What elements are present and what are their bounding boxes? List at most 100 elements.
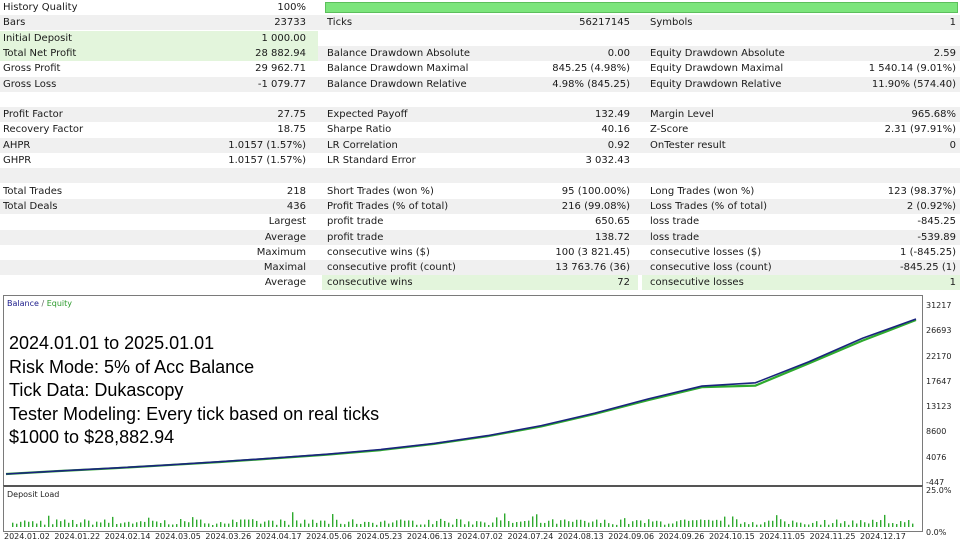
x-tick-label: 2024.05.23 [356, 532, 403, 541]
stat-value: 1 [949, 17, 956, 29]
deposit-load-bar [472, 524, 474, 527]
deposit-load-bar [824, 519, 826, 527]
deposit-load-bar [548, 520, 550, 527]
deposit-load-bar [496, 517, 498, 527]
statistics-table: History Quality 100% Bars 23733 Ticks 5621714… [0, 2, 960, 291]
stat-value: 1.0157 (1.57%) [228, 139, 306, 151]
stats-row: consecutive wins 72 consecutive losses 1 Ave… [0, 275, 960, 291]
stat-label: Recovery Factor [3, 124, 84, 136]
deposit-load-bar [320, 520, 322, 527]
deposit-load-bar [228, 523, 230, 527]
stats-row [0, 92, 960, 107]
deposit-load-bar [908, 520, 910, 527]
stat-value: 1 540.14 (9.01%) [868, 63, 956, 75]
deposit-load-bar [444, 520, 446, 527]
y-tick-label: 17647 [926, 376, 952, 386]
deposit-load-bar [204, 523, 206, 527]
stat-value: 650.65 [595, 216, 630, 228]
stat-value: -539.89 [917, 231, 956, 243]
deposit-load-bar [380, 521, 382, 527]
stat-value: -1 079.77 [257, 78, 306, 90]
deposit-load-bar [892, 523, 894, 527]
deposit-load-bar [24, 520, 26, 527]
deposit-load-bar [840, 523, 842, 527]
deposit-load-bar [552, 519, 554, 527]
stat-value: 72 [617, 277, 630, 289]
deposit-load-bar [556, 523, 558, 527]
stat-value: 95 (100.00%) [561, 185, 630, 197]
stat-value: 56217145 [579, 17, 630, 29]
deposit-load-bar [716, 519, 718, 527]
deposit-load-bar [424, 524, 426, 527]
deposit-load-bar [436, 520, 438, 527]
stat-value: 28 882.94 [255, 47, 306, 59]
deposit-load-bar [492, 522, 494, 527]
stat-value [760, 92, 956, 107]
deposit-load-bar [728, 524, 730, 527]
stat-label: consecutive losses ($) [650, 246, 762, 258]
deposit-load-bar [324, 520, 326, 527]
stat-label: Margin Level [650, 109, 714, 121]
deposit-load-bar [632, 521, 634, 527]
deposit-load-bar [340, 523, 342, 527]
deposit-load-bar [704, 520, 706, 527]
stat-label: Short Trades (won %) [327, 185, 434, 197]
stats-row [0, 168, 960, 184]
deposit-load-bar [288, 524, 290, 527]
deposit-load-bar [172, 524, 174, 527]
stat-label: Expected Payoff [327, 109, 408, 121]
report-charts: Balance / Equity 2024.01.01 to 2025.01.0… [0, 292, 960, 544]
stat-value: 2.31 (97.91%) [884, 124, 956, 136]
deposit-load-bar [588, 522, 590, 527]
stat-value: 11.90% (574.40) [871, 78, 956, 90]
legend-separator: / [38, 299, 47, 308]
deposit-load-bar [332, 514, 334, 527]
stat-label: LR Standard Error [327, 155, 416, 166]
deposit-load-bar [236, 522, 238, 527]
deposit-load-bar [248, 519, 250, 527]
deposit-load-bar [772, 520, 774, 527]
deposit-load-bar [764, 522, 766, 527]
stat-value: 1 [949, 277, 956, 289]
deposit-load-bar [280, 519, 282, 527]
deposit-load-bar [740, 523, 742, 527]
deposit-load-bar [428, 519, 430, 527]
deposit-load-bar [52, 524, 54, 527]
deposit-load-bar [336, 519, 338, 527]
deposit-load-bar [100, 522, 102, 527]
deposit-load-bar [12, 522, 14, 527]
deposit-load-bar [668, 523, 670, 527]
deposit-load-bar [724, 516, 726, 527]
legend-equity: Equity [46, 299, 72, 308]
deposit-load-bar [760, 524, 762, 527]
x-tick-label: 2024.07.02 [457, 532, 503, 541]
deposit-load-bar [488, 524, 490, 527]
deposit-load-bar [80, 522, 82, 527]
deposit-load-bar [524, 521, 526, 527]
stat-value [140, 168, 306, 183]
deposit-load-bar [448, 522, 450, 527]
deposit-load-bar [368, 521, 370, 527]
x-tick-label: 2024.08.13 [557, 532, 604, 541]
x-tick-label: 2024.09.26 [658, 532, 705, 541]
stats-row: AHPR 1.0157 (1.57%) LR Correlation 0.92 OnTe… [0, 137, 960, 153]
stat-value: 138.72 [595, 231, 630, 243]
deposit-load-bar [400, 519, 402, 527]
deposit-load-bar [196, 519, 198, 527]
stat-label: Gross Loss [3, 78, 57, 90]
stat-value [760, 153, 956, 168]
deposit-load-bar [836, 519, 838, 527]
x-tick-label: 2024.09.06 [608, 532, 655, 541]
deposit-load-bar [732, 516, 734, 527]
deposit-load-bar [292, 512, 294, 527]
deposit-load-bar [168, 524, 170, 527]
deposit-load-bar [808, 524, 810, 527]
deposit-load-bar [452, 524, 454, 527]
deposit-load-bar [748, 524, 750, 527]
stats-row: profit trade 650.65 loss trade -845.25 Large… [0, 214, 960, 229]
deposit-load-bar [708, 519, 710, 527]
stat-value: 27.75 [277, 109, 306, 121]
y-tick-label: -447 [926, 478, 945, 487]
stats-row: Profit Factor 27.75 Expected Payoff 132.49 M… [0, 107, 960, 123]
load-tick-label: 25.0% [926, 486, 952, 495]
